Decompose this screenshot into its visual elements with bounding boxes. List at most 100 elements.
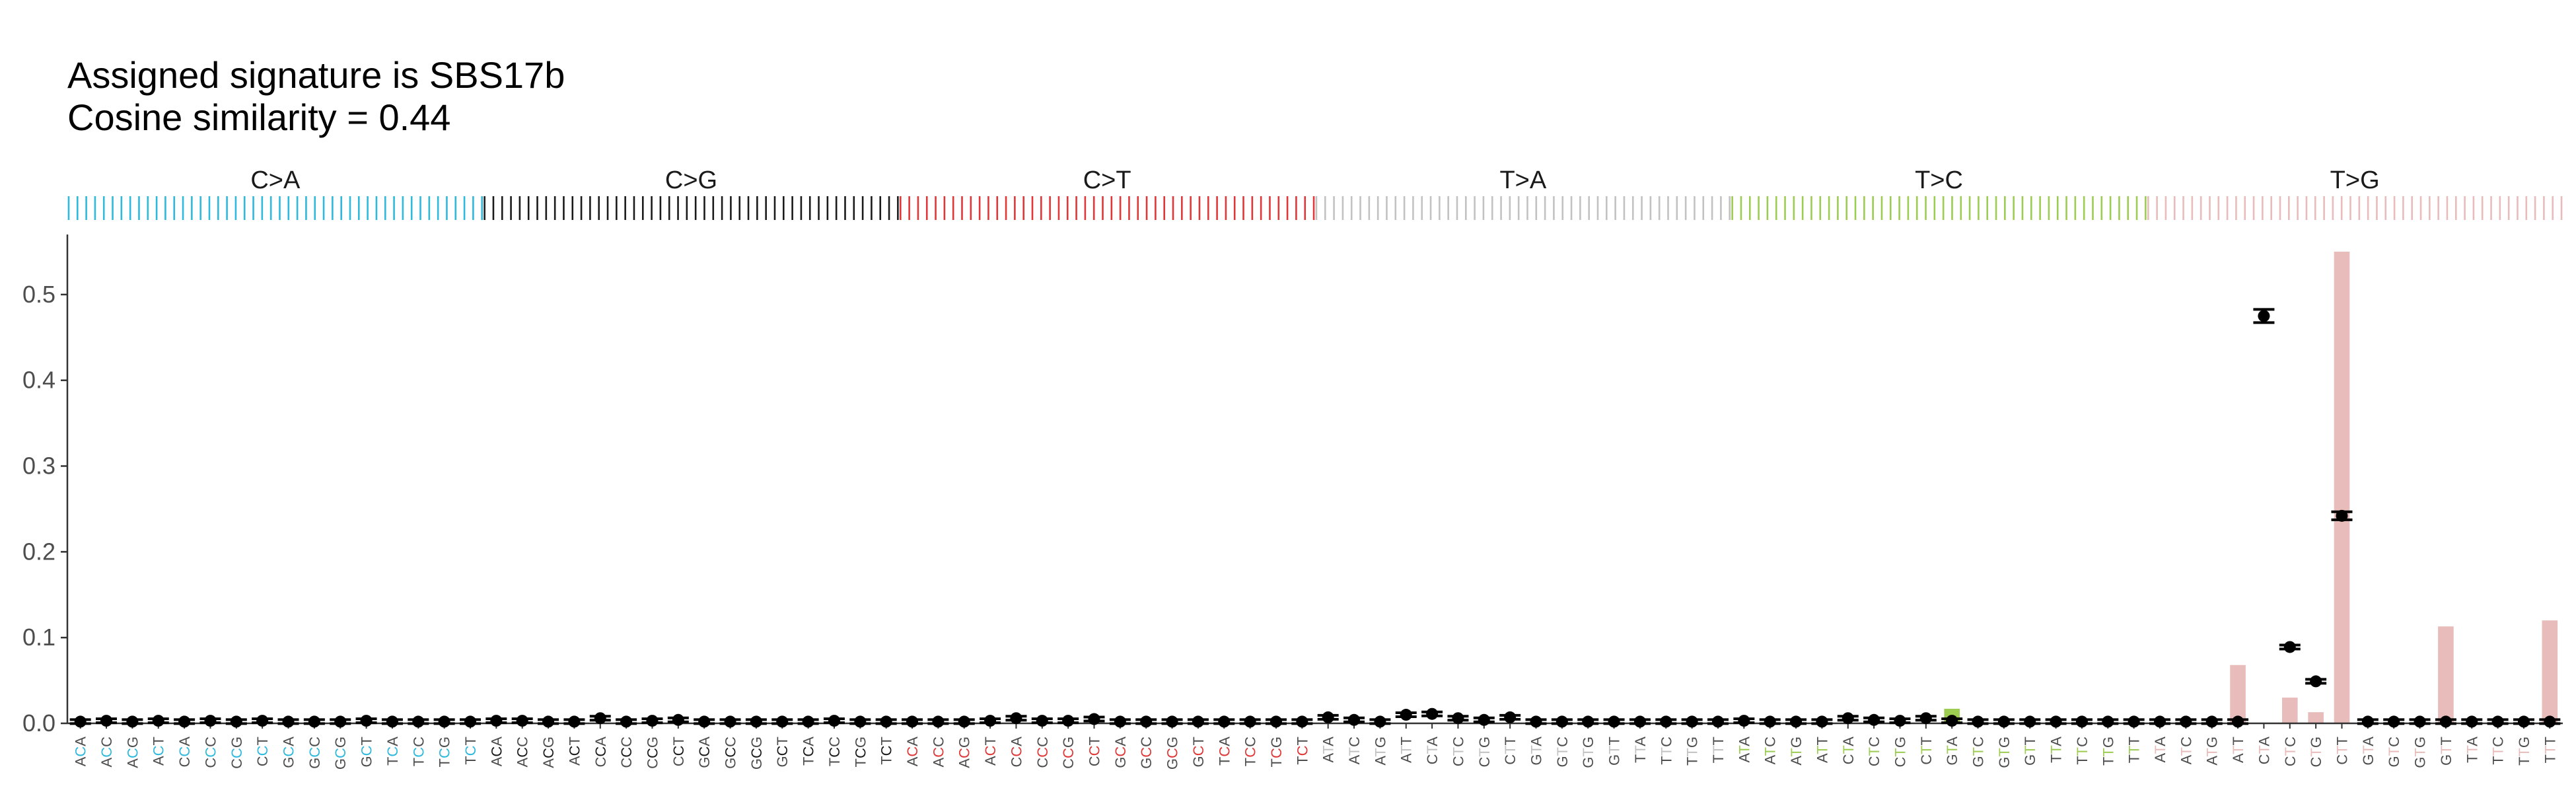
context-char: G	[1268, 737, 1285, 748]
context-label-C>A-GCG: GCG	[332, 737, 349, 770]
point-T>C-ATT	[1816, 715, 1828, 728]
context-label-T>G-CTC: CTC	[2282, 737, 2299, 766]
context-char: T	[1242, 758, 1259, 766]
point-C>G-CCC	[620, 715, 633, 728]
point-T>C-GTA	[1946, 715, 1958, 727]
context-char: C	[1866, 737, 1882, 747]
context-char: C	[1424, 754, 1441, 764]
context-label-T>A-CTT: CTT	[1502, 737, 1519, 765]
y-tick-label: 0.0	[22, 709, 55, 737]
context-char: C	[723, 747, 739, 758]
context-char: G	[2100, 737, 2116, 748]
point-T>G-CTC	[2283, 641, 2296, 653]
context-char: A	[176, 737, 193, 746]
context-char: T	[2490, 756, 2507, 764]
context-char: C	[774, 745, 791, 756]
context-char: A	[2152, 753, 2168, 763]
point-C>G-ACT	[568, 715, 581, 728]
context-char: G	[1138, 758, 1155, 769]
context-char: T	[670, 737, 687, 745]
context-char: C	[306, 737, 323, 747]
context-char: T	[2100, 748, 2116, 756]
context-char: C	[359, 745, 375, 756]
point-T>G-ATG	[2205, 715, 2218, 728]
context-char: T	[2386, 747, 2402, 756]
context-char: T	[2022, 737, 2038, 745]
context-char: G	[1112, 757, 1129, 768]
context-label-C>T-ACC: ACC	[930, 737, 947, 768]
context-char: C	[540, 748, 557, 758]
context-char: C	[1476, 756, 1493, 767]
context-char: A	[488, 737, 505, 746]
context-char: C	[904, 746, 921, 757]
context-char: C	[124, 748, 141, 758]
point-T>G-TTG	[2517, 715, 2530, 728]
context-char: T	[462, 756, 479, 764]
point-C>A-GCC	[308, 715, 320, 728]
context-char: G	[540, 737, 557, 748]
context-char: A	[540, 758, 557, 768]
context-char: G	[2438, 754, 2454, 766]
point-C>A-TCG	[438, 715, 450, 728]
context-label-C>A-TCA: TCA	[384, 737, 401, 766]
context-char: C	[644, 748, 661, 758]
context-char: C	[801, 746, 817, 757]
context-label-T>A-CTG: CTG	[1476, 737, 1493, 767]
context-char: C	[670, 745, 687, 756]
context-char: T	[2464, 746, 2480, 754]
context-label-C>A-GCA: GCA	[281, 737, 297, 768]
context-char: C	[410, 737, 427, 747]
context-char: A	[2048, 737, 2065, 746]
context-char: T	[2490, 747, 2507, 756]
bar-T>G-CTG	[2308, 712, 2324, 723]
context-char: C	[1294, 745, 1310, 756]
context-char: A	[930, 757, 947, 767]
point-C>T-ACG	[958, 715, 970, 728]
context-char: G	[332, 737, 349, 748]
context-label-T>C-ATA: ATA	[1736, 737, 1752, 763]
context-label-T>C-ATT: ATT	[1814, 737, 1830, 763]
context-char: A	[281, 737, 297, 746]
context-label-T>C-CTG: CTG	[1892, 737, 1908, 767]
context-char: T	[2074, 756, 2091, 764]
context-char: C	[826, 747, 843, 758]
context-label-C>T-CCC: CCC	[1034, 737, 1051, 768]
point-T>G-GTT	[2439, 715, 2452, 728]
context-char: C	[2074, 737, 2091, 747]
panel-label-2: C>T	[1083, 166, 1131, 194]
context-char: G	[1476, 737, 1493, 748]
context-label-T>C-GTT: GTT	[2022, 737, 2038, 766]
context-label-T>G-GTG: GTG	[2412, 737, 2429, 768]
context-char: T	[254, 737, 271, 745]
context-label-T>C-ATG: ATG	[1788, 737, 1805, 766]
context-label-T>A-TTC: TTC	[1658, 737, 1674, 765]
context-char: A	[1814, 753, 1830, 763]
context-char: T	[1918, 745, 1935, 754]
point-C>T-ACA	[906, 715, 919, 728]
point-T>G-CTT	[2336, 509, 2348, 522]
point-C>A-TCT	[464, 715, 476, 728]
point-T>A-ATG	[1374, 715, 1386, 728]
context-char: C	[229, 748, 245, 758]
point-T>C-TTA	[2050, 715, 2062, 728]
point-T>A-GTG	[1582, 715, 1594, 728]
context-char: A	[2256, 737, 2272, 746]
context-label-T>C-GTG: GTG	[1996, 737, 2013, 768]
context-char: G	[229, 737, 245, 748]
context-char: T	[1502, 737, 1519, 745]
context-char: G	[2204, 737, 2221, 748]
context-char: T	[2048, 754, 2065, 763]
context-char: C	[982, 745, 999, 756]
point-C>A-ACT	[152, 715, 164, 727]
context-label-C>A-CCT: CCT	[254, 737, 271, 766]
context-char: C	[1086, 756, 1102, 766]
point-layer	[69, 308, 2561, 728]
context-char: C	[437, 748, 453, 758]
context-char: T	[384, 757, 401, 766]
context-char: T	[1294, 756, 1310, 764]
context-char: T	[462, 737, 479, 745]
point-C>A-TCC	[412, 715, 425, 728]
context-char: T	[1788, 748, 1805, 756]
context-label-T>G-CTT: CTT	[2334, 737, 2350, 765]
context-char: T	[566, 737, 583, 745]
